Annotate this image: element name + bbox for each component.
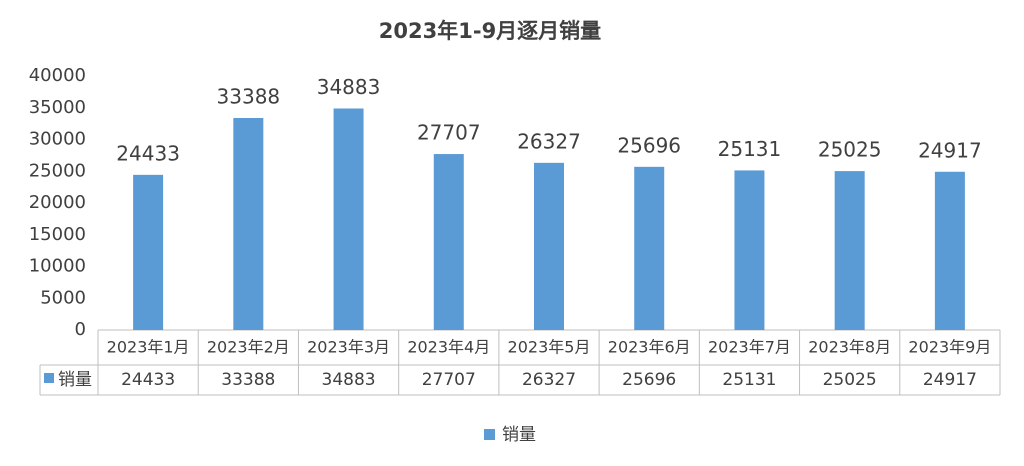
y-tick-label: 5000 [40,287,86,308]
y-tick-label: 20000 [29,192,86,213]
bar [634,166,665,330]
table-value: 24433 [121,370,175,390]
y-tick-label: 40000 [29,65,86,86]
data-label: 24433 [116,141,180,165]
bar [934,171,965,330]
bar [534,162,564,330]
table-value: 34883 [322,370,376,390]
table-value: 33388 [221,370,275,390]
bar [333,108,364,330]
table-value: 27707 [422,370,476,390]
x-tick-label: 2023年1月 [107,338,190,357]
x-tick-label: 2023年4月 [407,338,490,357]
table-series-name: 销量 [58,370,92,390]
y-tick-label: 35000 [29,97,86,118]
bar [834,171,865,330]
x-tick-label: 2023年6月 [608,338,691,357]
x-tick-label: 2023年9月 [908,338,991,357]
data-label: 27707 [417,121,481,145]
y-tick-label: 15000 [29,224,86,245]
data-label: 25696 [617,133,681,157]
bar [233,117,264,330]
y-tick-label: 10000 [29,256,86,277]
table-value: 25025 [823,370,877,390]
data-label: 25131 [718,137,782,161]
y-tick-label: 0 [75,319,86,340]
legend-label: 销量 [502,425,536,445]
legend-key [44,373,54,383]
x-tick-label: 2023年8月 [808,338,891,357]
data-label: 26327 [517,129,581,153]
chart-title: 2023年1-9月逐月销量 [379,19,601,43]
x-tick-label: 2023年5月 [508,338,591,357]
legend-key [484,429,495,440]
data-label: 25025 [818,138,882,162]
x-tick-label: 2023年3月 [307,338,390,357]
table-value: 25131 [722,370,776,390]
y-tick-label: 30000 [29,129,86,150]
bar [734,170,765,330]
x-tick-label: 2023年7月 [708,338,791,357]
x-tick-label: 2023年2月 [207,338,290,357]
bar [433,154,464,330]
y-tick-label: 25000 [29,160,86,181]
data-label: 24917 [918,138,982,162]
bar [133,174,164,330]
data-label: 34883 [317,75,381,99]
table-value: 25696 [622,370,676,390]
data-label: 33388 [217,84,281,108]
table-value: 24917 [923,370,977,390]
table-value: 26327 [522,370,576,390]
